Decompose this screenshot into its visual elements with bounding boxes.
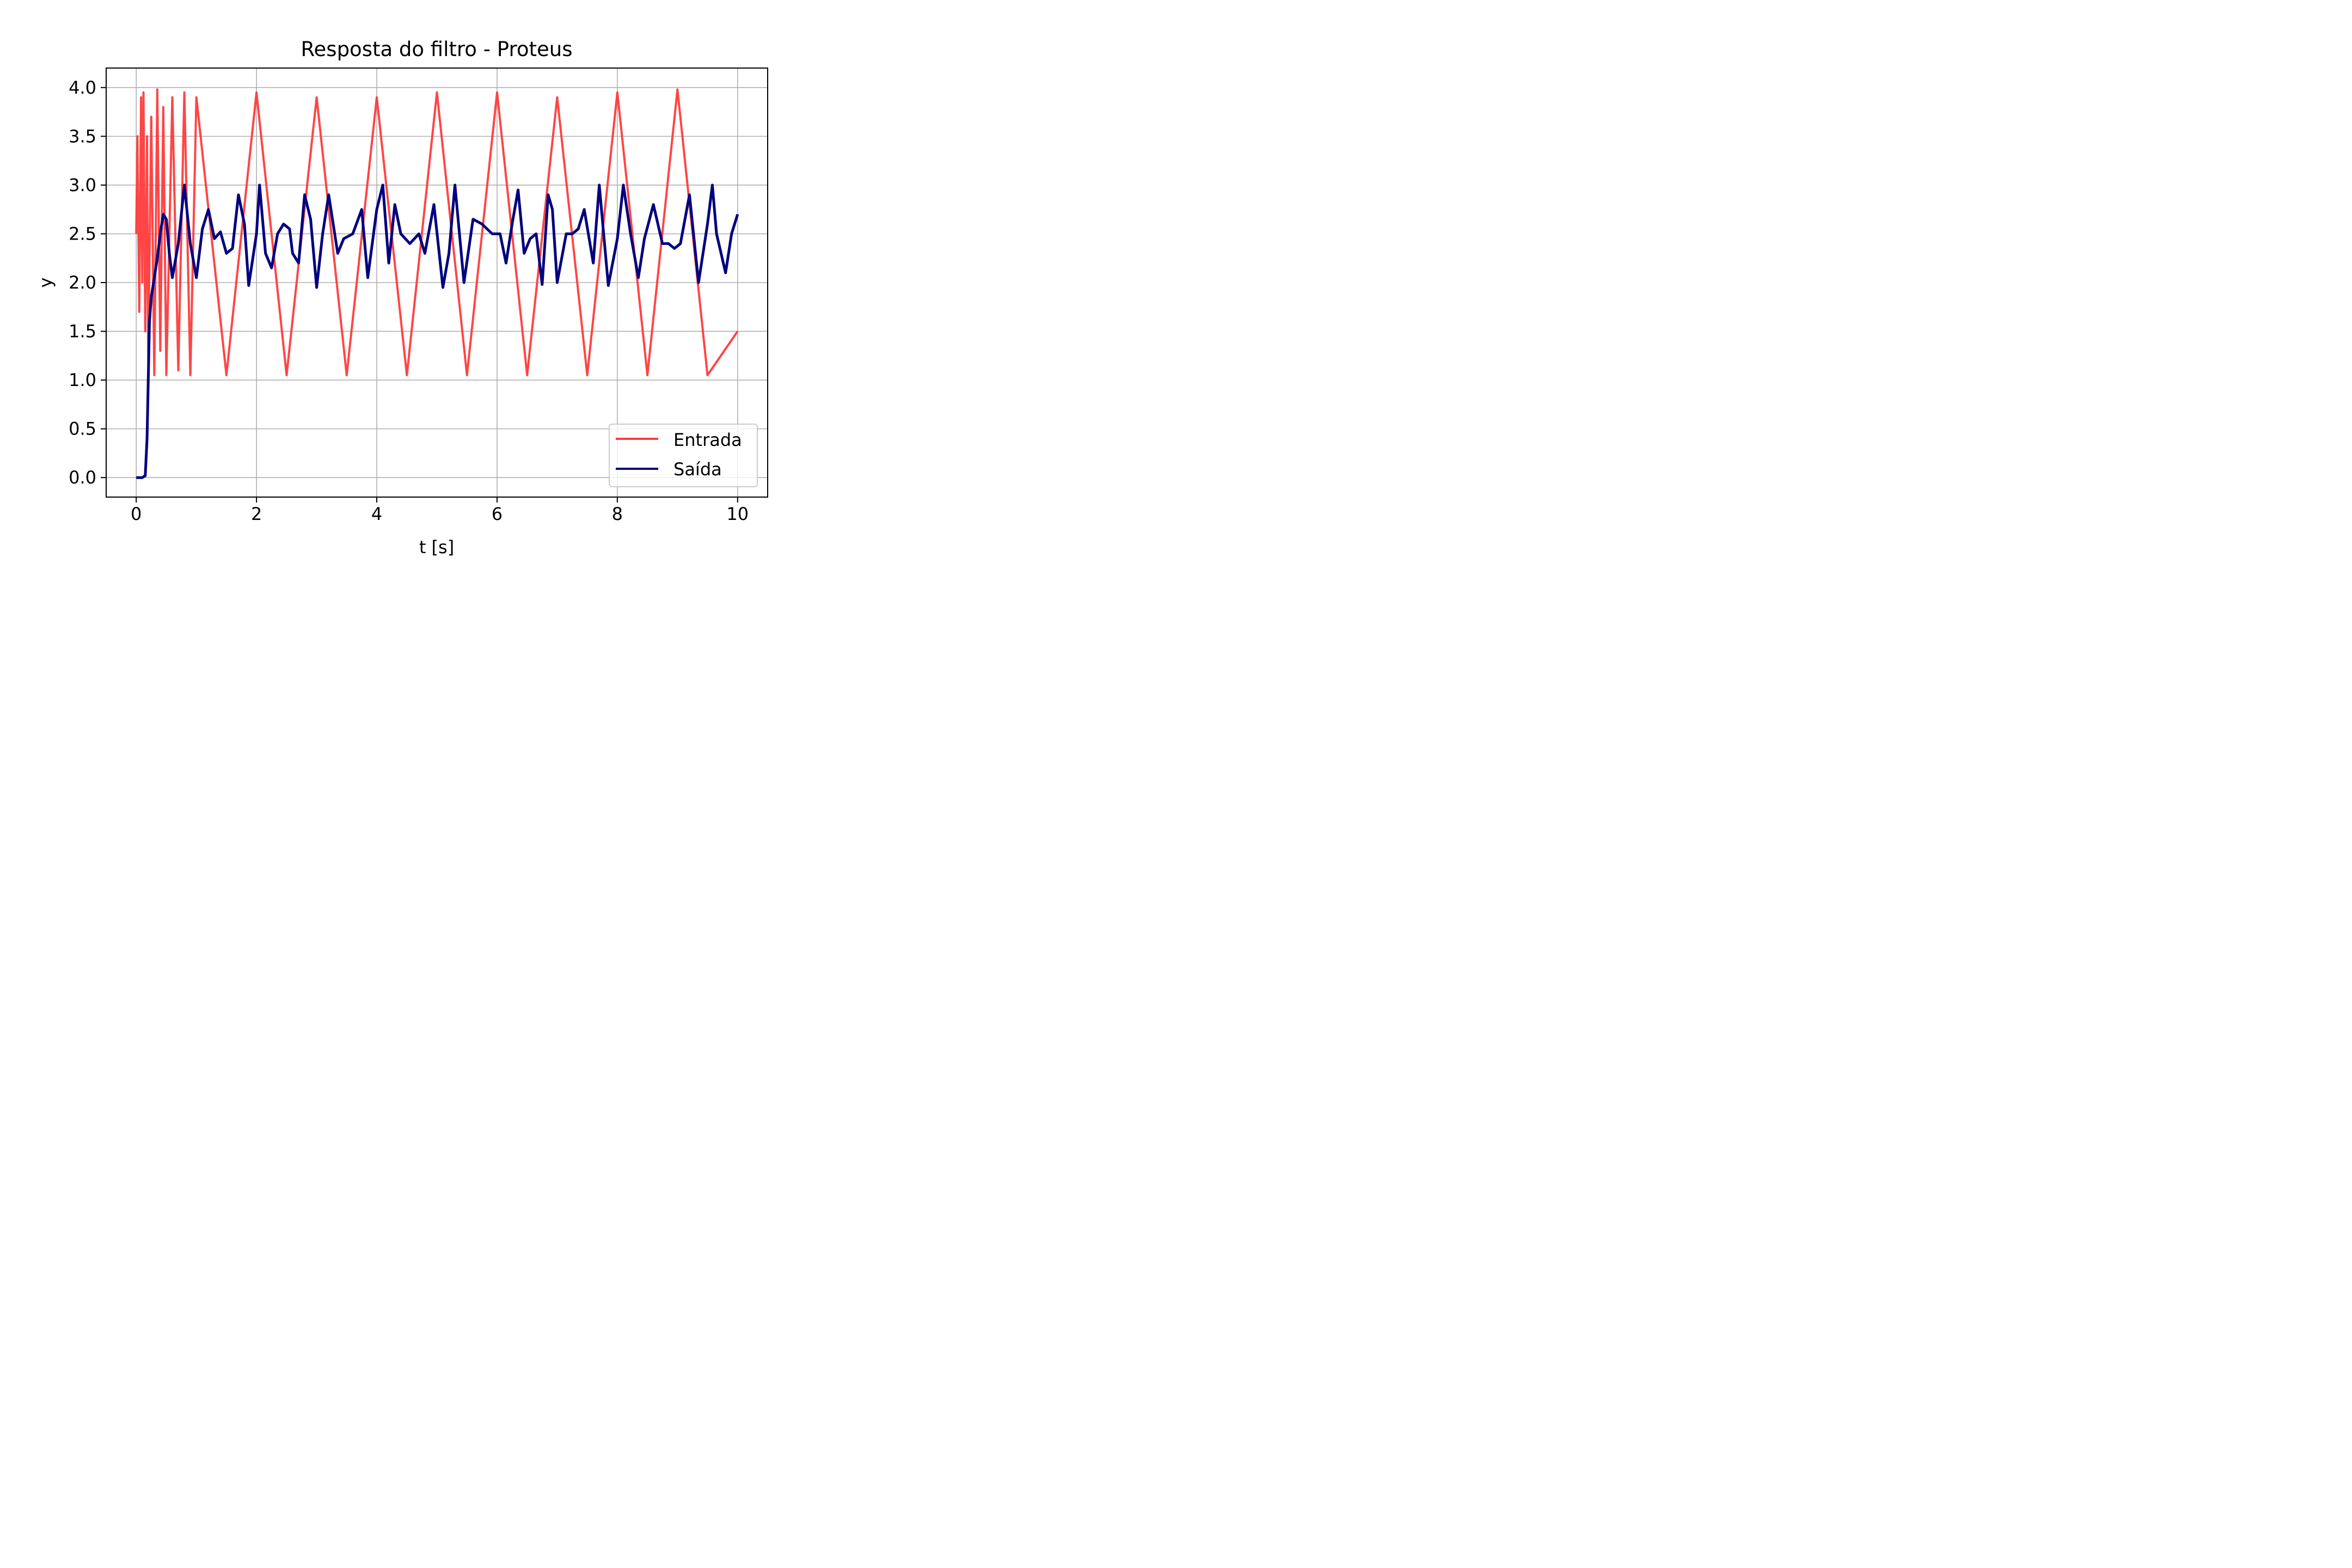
y-tick-label: 2.5 (69, 223, 96, 244)
x-tick-label: 2 (251, 504, 262, 524)
chart: 0 2 4 6 8 10 0.0 0.5 1.0 1.5 2.0 2.5 3.0 3.5 4.0 Respo… (0, 0, 841, 561)
legend-entrada-label: Entrada (673, 430, 742, 450)
x-tick-label: 8 (612, 504, 623, 524)
y-tick-label: 0.5 (69, 419, 96, 439)
x-axis-label: t [s] (419, 537, 454, 558)
x-tick-label: 6 (492, 504, 503, 524)
y-tick-label: 0.0 (69, 467, 96, 488)
series-line-0 (135, 88, 739, 377)
series-line-1 (136, 183, 739, 479)
y-tick-label: 2.0 (69, 272, 96, 293)
y-tick-label: 4.0 (69, 77, 96, 98)
x-tick-label: 10 (726, 504, 749, 524)
x-tick-label: 0 (131, 504, 142, 524)
axis-ticks: 0 2 4 6 8 10 0.0 0.5 1.0 1.5 2.0 2.5 3.0 3.5 4.0 (69, 77, 749, 524)
chart-title: Resposta do filtro - Proteus (301, 38, 572, 61)
x-tick-label: 4 (371, 504, 382, 524)
y-tick-label: 1.0 (69, 370, 96, 390)
y-axis-label: y (35, 278, 56, 288)
legend-saida-label: Saída (673, 459, 722, 480)
y-tick-label: 3.5 (69, 126, 96, 146)
series-lines (135, 88, 739, 479)
legend: Entrada Saída (609, 424, 758, 487)
y-tick-label: 1.5 (69, 321, 96, 342)
y-tick-label: 3.0 (69, 175, 96, 195)
